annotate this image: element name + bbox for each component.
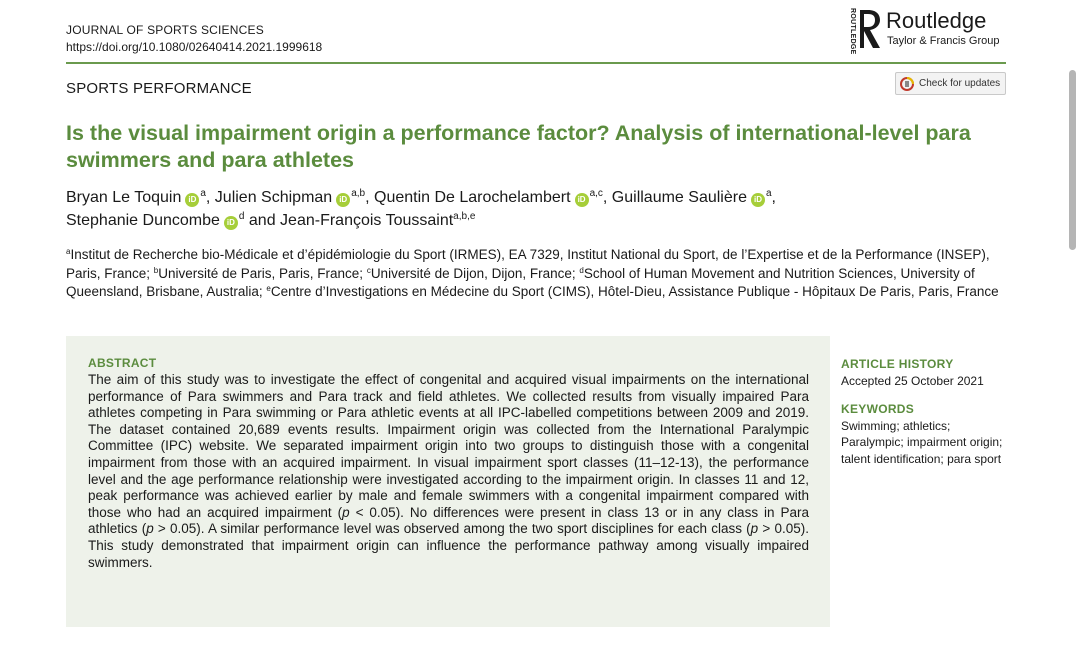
check-updates-icon [900,76,914,91]
article-history: ARTICLE HISTORY Accepted 25 October 2021 [841,356,984,389]
check-for-updates-button[interactable]: Check for updates [895,72,1006,95]
affiliations: aInstitut de Recherche bio-Médicale et d… [66,247,999,300]
publisher-vertical-label: ROUTLEDGE [849,8,856,55]
author: Stephanie Duncombe iDd [66,211,245,230]
check-updates-label: Check for updates [919,78,1001,89]
orcid-icon[interactable]: iD [223,216,238,230]
author: Jean-François Toussainta,b,e [280,211,476,230]
header-divider [66,62,1006,64]
publisher-name: Routledge [886,8,987,33]
orcid-icon[interactable]: iD [185,193,200,207]
author: Bryan Le Toquin iDa [66,188,206,207]
publisher-logo: ROUTLEDGE Routledge Taylor & Francis Gro… [846,6,1011,55]
abstract-box: ABSTRACT The aim of this study was to in… [66,336,830,627]
article-title: Is the visual impairment origin a perfor… [66,121,971,172]
keywords-heading: KEYWORDS [841,402,915,416]
abstract-heading: ABSTRACT [88,356,157,370]
doi-link[interactable]: https://doi.org/10.1080/02640414.2021.19… [66,40,323,54]
routledge-r-icon [860,10,880,48]
keywords: KEYWORDS Swimming; athletics; Paralympic… [841,401,1011,467]
orcid-icon[interactable]: iD [574,193,589,207]
journal-header: JOURNAL OF SPORTS SCIENCES https://doi.o… [66,22,322,56]
scrollbar-thumb[interactable] [1069,70,1076,250]
orcid-icon[interactable]: iD [750,193,765,207]
author: Quentin De Larochelambert iDa,c [374,188,603,207]
author: Guillaume Saulière iDa [611,188,772,207]
publisher-group: Taylor & Francis Group [887,35,1000,47]
journal-name: JOURNAL OF SPORTS SCIENCES [66,23,264,37]
orcid-icon[interactable]: iD [336,193,351,207]
abstract-text: The aim of this study was to investigate… [88,372,809,570]
section-label: SPORTS PERFORMANCE [66,80,252,97]
article-history-heading: ARTICLE HISTORY [841,357,954,371]
accepted-date: Accepted 25 October 2021 [841,373,984,388]
author-list: Bryan Le Toquin iDa, Julien Schipman iDa,b… [66,188,776,230]
keywords-text: Swimming; athletics; Paralympic; impairm… [841,418,1003,466]
author: Julien Schipman iDa,b [214,188,366,207]
